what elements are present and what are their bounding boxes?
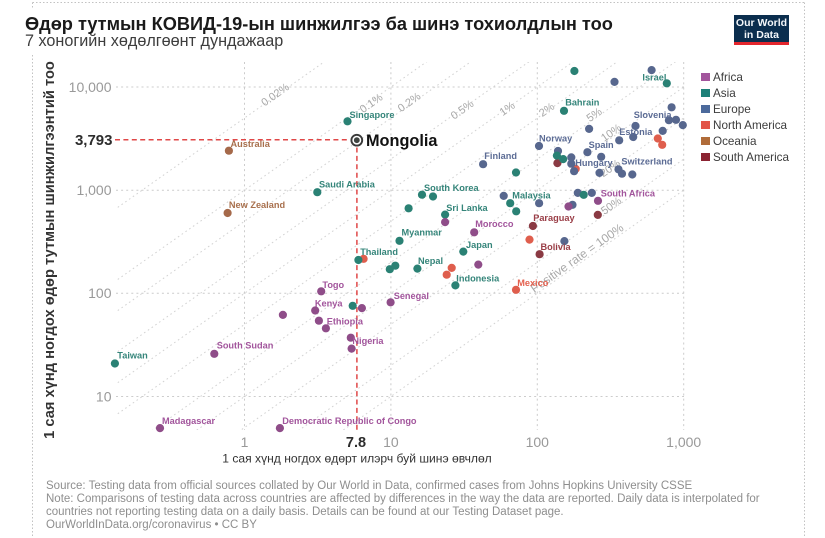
svg-text:1,000: 1,000 <box>76 182 111 198</box>
svg-text:Democratic Republic of Congo: Democratic Republic of Congo <box>282 416 417 426</box>
svg-text:Ethiopia: Ethiopia <box>327 317 364 327</box>
svg-text:100: 100 <box>526 434 550 450</box>
svg-text:New Zealand: New Zealand <box>229 200 285 210</box>
svg-text:Estonia: Estonia <box>619 127 653 137</box>
svg-text:Morocco: Morocco <box>475 219 514 229</box>
svg-text:1,000: 1,000 <box>666 434 701 450</box>
svg-text:0.2%: 0.2% <box>396 90 424 114</box>
svg-text:Madagascar: Madagascar <box>162 416 216 426</box>
svg-text:Switzerland: Switzerland <box>621 157 672 167</box>
svg-text:Norway: Norway <box>539 134 573 144</box>
svg-text:Sri Lanka: Sri Lanka <box>446 203 488 213</box>
svg-text:Mexico: Mexico <box>517 278 549 288</box>
svg-text:South Korea: South Korea <box>424 183 480 193</box>
svg-text:Taiwan: Taiwan <box>117 350 148 360</box>
svg-text:Singapore: Singapore <box>350 110 395 120</box>
svg-text:Bolivia: Bolivia <box>541 242 572 252</box>
svg-text:Paraguay: Paraguay <box>533 213 575 223</box>
svg-text:Spain: Spain <box>589 140 614 150</box>
svg-text:10,000: 10,000 <box>69 79 112 95</box>
svg-text:Togo: Togo <box>322 280 344 290</box>
svg-text:10: 10 <box>96 388 112 404</box>
svg-text:Indonesia: Indonesia <box>456 274 500 284</box>
svg-text:5%: 5% <box>585 106 605 125</box>
svg-text:1 сая хүнд ногдох өдөрт илэрч: 1 сая хүнд ногдох өдөрт илэрч буй шинэ ө… <box>222 452 492 466</box>
svg-text:100: 100 <box>88 285 112 301</box>
svg-text:Thailand: Thailand <box>360 247 398 257</box>
svg-text:Slovenia: Slovenia <box>634 110 673 120</box>
svg-text:South Africa: South Africa <box>601 189 656 199</box>
svg-text:7.8: 7.8 <box>346 435 366 451</box>
svg-text:Bahrain: Bahrain <box>565 98 600 108</box>
svg-text:Australia: Australia <box>231 139 271 149</box>
svg-text:1 сая хүнд ногдох өдөр тутмын: 1 сая хүнд ногдох өдөр тутмын шинжилгээн… <box>42 61 58 439</box>
svg-text:1%: 1% <box>498 100 518 119</box>
svg-text:Senegal: Senegal <box>394 291 429 301</box>
svg-text:Malaysia: Malaysia <box>512 190 551 200</box>
svg-text:South Sudan: South Sudan <box>217 341 274 351</box>
svg-text:Nigeria: Nigeria <box>352 336 384 346</box>
svg-text:10: 10 <box>383 434 399 450</box>
svg-text:1: 1 <box>241 434 249 450</box>
svg-text:0.02%: 0.02% <box>259 81 292 109</box>
svg-text:Nepal: Nepal <box>418 256 443 266</box>
svg-text:Myanmar: Myanmar <box>402 228 443 238</box>
svg-text:Saudi Arabia: Saudi Arabia <box>319 180 376 190</box>
svg-text:Mongolia: Mongolia <box>366 132 438 150</box>
svg-text:Israel: Israel <box>642 72 666 82</box>
svg-text:3,793: 3,793 <box>75 132 113 149</box>
svg-text:Finland: Finland <box>484 151 517 161</box>
svg-text:2%: 2% <box>537 101 557 120</box>
svg-text:Kenya: Kenya <box>315 299 343 309</box>
svg-text:Hungary: Hungary <box>575 158 613 168</box>
svg-text:Japan: Japan <box>466 240 493 250</box>
